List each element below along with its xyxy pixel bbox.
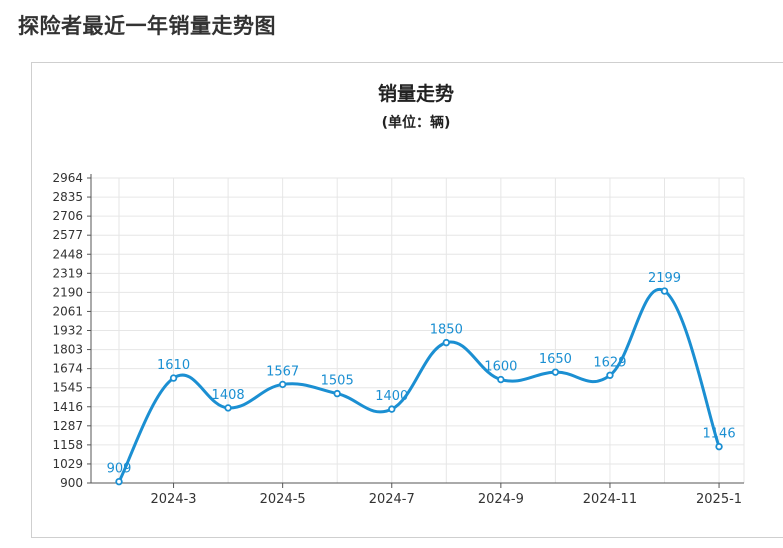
y-tick-label: 1545 [52,381,83,395]
data-label: 1408 [212,388,245,403]
page-title: 探险者最近一年销量走势图 [18,14,276,38]
data-label: 1505 [321,374,354,389]
chart-frame [31,62,783,538]
data-points [115,287,723,486]
y-tick-label: 1029 [52,457,83,471]
x-axis-ticks: 2024-3 2024-5 2024-7 2024-9 2024-11 2025-1 [151,483,742,507]
data-label: 1400 [375,389,408,404]
data-label: 1650 [539,352,572,367]
data-point [224,404,232,412]
x-tick-label: 2024-3 [151,492,197,507]
x-tick-label: 2024-9 [478,492,524,507]
data-label: 1850 [430,323,463,338]
x-tick-label: 2024-5 [260,492,306,507]
y-tick-label: 2964 [52,171,83,185]
y-tick-label: 2448 [52,247,83,261]
y-tick-label: 1932 [52,324,83,338]
sales-line [117,287,721,483]
data-labels: 909 1610 1408 1567 1505 1400 1850 1600 1650 1629 2… [107,271,736,477]
grid-lines [91,177,745,484]
data-point [606,371,614,379]
data-point [278,380,287,389]
y-tick-label: 2835 [52,190,83,204]
y-tick-label: 2706 [52,209,83,223]
y-tick-label: 2190 [52,285,83,299]
y-tick-label: 2319 [52,266,83,280]
y-tick-label: 2061 [52,304,83,318]
data-point [442,338,450,347]
chart-subtitle: (单位：辆) [382,114,451,131]
y-tick-label: 2577 [52,228,83,242]
axes [90,174,744,484]
y-tick-label: 900 [60,476,83,490]
data-label: 2199 [648,271,681,286]
data-point [388,405,396,413]
data-label: 1610 [157,358,190,373]
data-label: 1146 [703,427,736,442]
x-tick-label: 2025-1 [696,492,742,507]
chart-title: 销量走势 [378,82,454,105]
x-tick-label: 2024-7 [369,492,415,507]
data-point [551,368,560,376]
data-point [115,477,123,486]
x-tick-label: 2024-11 [583,492,637,507]
data-point [660,287,669,295]
series-line [117,287,721,483]
y-tick-label: 1674 [52,362,83,376]
data-point [333,389,341,398]
y-tick-label: 1416 [52,400,83,414]
data-label: 1629 [593,355,626,370]
data-point [497,375,505,384]
y-tick-label: 1287 [52,419,83,433]
data-label: 1600 [484,360,517,375]
data-point [715,442,723,451]
y-tick-label: 1803 [52,343,83,357]
data-label: 909 [107,462,132,477]
data-label: 1567 [266,364,299,379]
y-axis-ticks: 900 1029 1158 1287 1416 1545 1674 1803 1932 2061 2… [52,171,91,490]
data-point [169,374,178,382]
y-tick-label: 1158 [52,438,83,452]
